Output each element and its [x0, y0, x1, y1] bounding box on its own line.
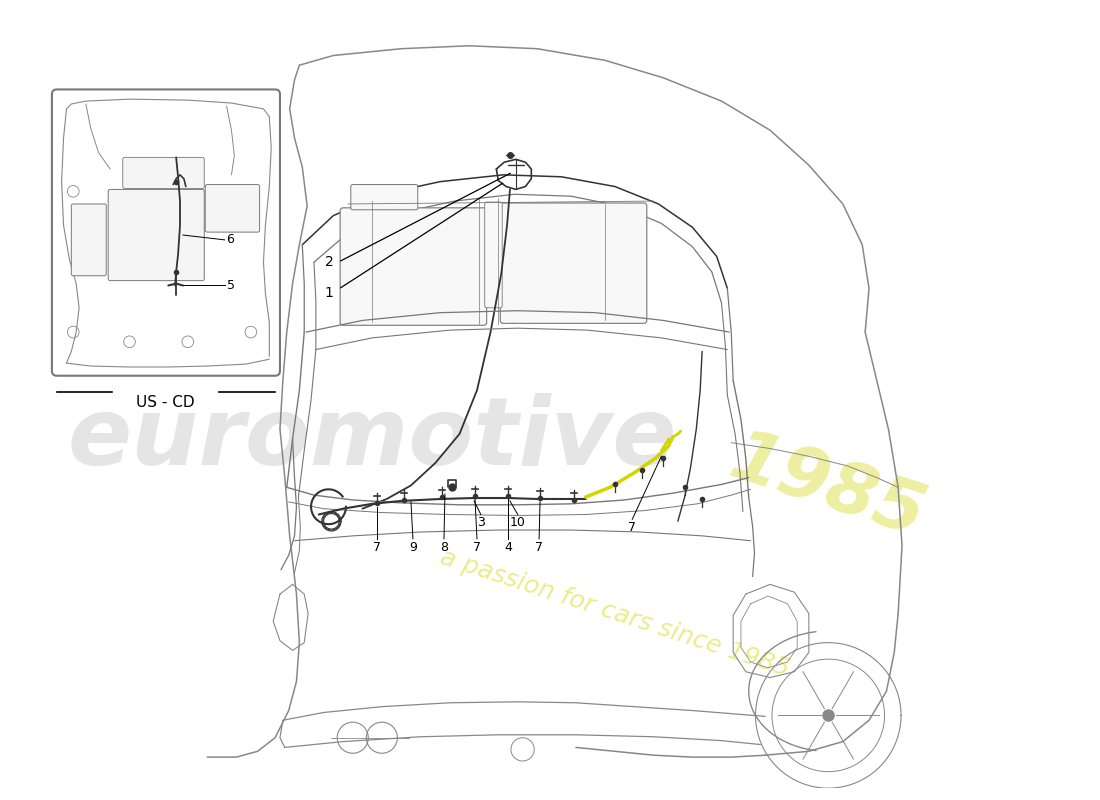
Text: euromotive: euromotive	[67, 393, 677, 485]
Text: 7: 7	[628, 522, 636, 534]
FancyBboxPatch shape	[52, 90, 280, 376]
Text: 10: 10	[509, 517, 526, 530]
Text: 7: 7	[535, 541, 543, 554]
FancyBboxPatch shape	[340, 208, 486, 326]
Text: US - CD: US - CD	[136, 395, 195, 410]
Text: a passion for cars since 1985: a passion for cars since 1985	[437, 546, 792, 682]
FancyBboxPatch shape	[351, 185, 418, 210]
FancyBboxPatch shape	[206, 185, 260, 232]
Text: 4: 4	[504, 541, 512, 554]
Text: 5: 5	[227, 279, 234, 292]
Text: 1985: 1985	[722, 423, 935, 551]
Text: 1: 1	[324, 286, 333, 300]
FancyBboxPatch shape	[108, 190, 205, 281]
Text: 6: 6	[227, 234, 234, 246]
FancyBboxPatch shape	[72, 204, 107, 276]
Text: 9: 9	[409, 541, 417, 554]
Text: 3: 3	[477, 517, 485, 530]
Text: 2: 2	[324, 255, 333, 269]
Text: 7: 7	[473, 541, 481, 554]
FancyBboxPatch shape	[123, 158, 205, 189]
Text: 7: 7	[373, 541, 381, 554]
FancyBboxPatch shape	[485, 202, 503, 308]
FancyBboxPatch shape	[500, 203, 647, 323]
Text: 8: 8	[440, 541, 448, 554]
